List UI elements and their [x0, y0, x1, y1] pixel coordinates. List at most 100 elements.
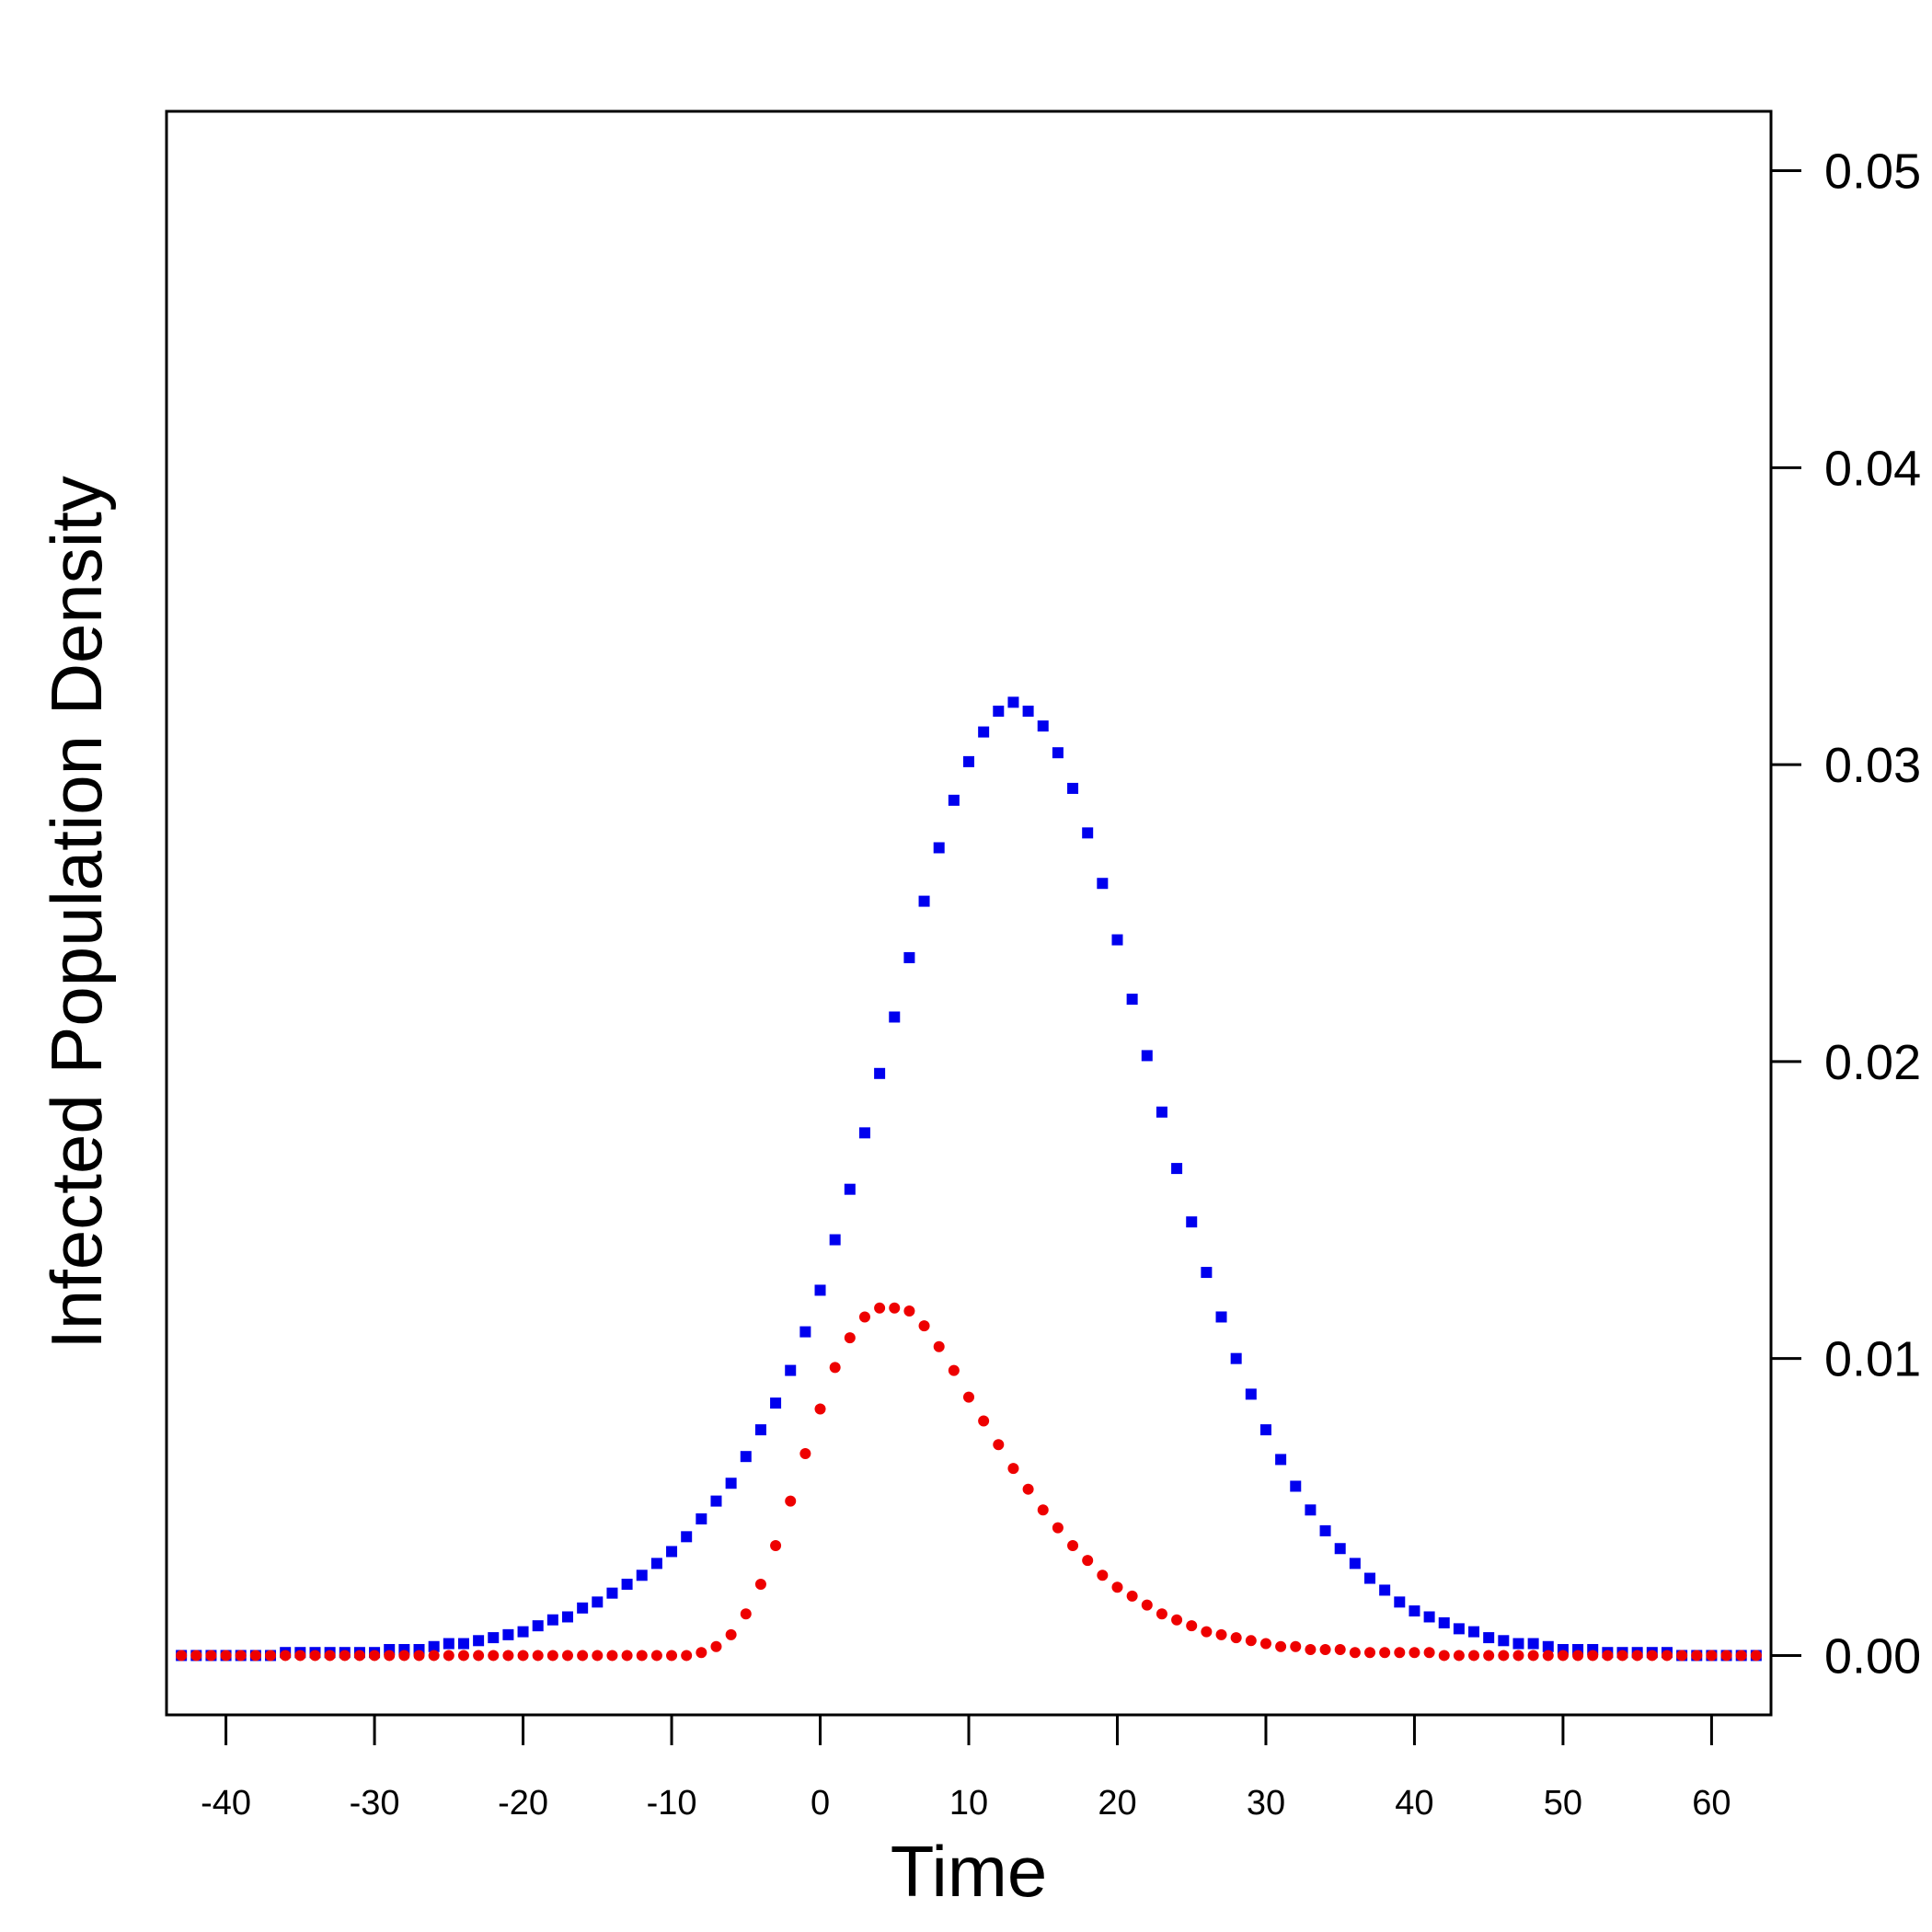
- data-point: [903, 1305, 915, 1317]
- data-point: [799, 1447, 811, 1459]
- data-point: [1022, 706, 1034, 718]
- data-point: [933, 842, 945, 854]
- data-point: [1319, 1643, 1331, 1655]
- data-point: [443, 1650, 454, 1662]
- data-point: [577, 1602, 589, 1614]
- x-tick-label: 40: [1395, 1784, 1433, 1823]
- data-point: [1082, 827, 1094, 839]
- data-point: [1334, 1543, 1346, 1555]
- data-point: [636, 1570, 648, 1581]
- data-point: [710, 1495, 722, 1507]
- data-point: [1631, 1650, 1643, 1662]
- data-point: [858, 1127, 870, 1139]
- x-tick-label: 30: [1247, 1784, 1285, 1823]
- data-point: [1052, 1522, 1064, 1534]
- data-point: [398, 1650, 410, 1662]
- data-point: [1334, 1643, 1346, 1655]
- data-point: [592, 1650, 604, 1662]
- data-point: [1453, 1623, 1465, 1635]
- x-tick-label: 10: [949, 1784, 988, 1823]
- data-point: [1275, 1454, 1287, 1466]
- data-point: [443, 1638, 454, 1650]
- data-point: [1156, 1106, 1167, 1118]
- data-point: [1572, 1650, 1584, 1662]
- data-point: [948, 1364, 960, 1376]
- data-point: [725, 1478, 737, 1489]
- data-point: [546, 1614, 558, 1626]
- data-point: [1676, 1650, 1688, 1662]
- data-point: [666, 1546, 678, 1558]
- data-point: [1201, 1267, 1213, 1279]
- data-point: [1498, 1650, 1510, 1662]
- data-point: [636, 1650, 648, 1662]
- data-point: [829, 1362, 841, 1374]
- data-point: [457, 1650, 469, 1662]
- data-point: [1349, 1558, 1361, 1570]
- data-point: [428, 1650, 440, 1662]
- y-tick-label: 0.00: [1824, 1628, 1921, 1684]
- data-point: [176, 1650, 188, 1662]
- data-point: [844, 1332, 856, 1344]
- data-point: [502, 1650, 514, 1662]
- data-point: [1498, 1635, 1510, 1647]
- data-point: [265, 1650, 277, 1662]
- data-point: [1483, 1650, 1495, 1662]
- data-point: [280, 1650, 292, 1662]
- data-point: [725, 1628, 737, 1640]
- data-point: [1171, 1163, 1183, 1175]
- data-point: [546, 1650, 558, 1662]
- data-point: [1364, 1647, 1375, 1659]
- data-point: [933, 1340, 945, 1352]
- x-tick-label: 50: [1544, 1784, 1582, 1823]
- data-point: [696, 1512, 707, 1524]
- data-point: [1691, 1650, 1703, 1662]
- data-point: [473, 1635, 485, 1647]
- y-axis-title: Infected Population Density: [36, 476, 117, 1350]
- data-point: [488, 1632, 500, 1644]
- data-point: [1022, 1483, 1034, 1495]
- data-point: [577, 1650, 589, 1662]
- data-point: [502, 1628, 514, 1640]
- x-tick-label: 60: [1692, 1784, 1731, 1823]
- data-point: [235, 1650, 247, 1662]
- data-point: [1037, 1504, 1049, 1516]
- data-point: [785, 1495, 797, 1507]
- y-tick-label: 0.03: [1824, 738, 1921, 793]
- data-point: [1259, 1424, 1271, 1436]
- data-point: [473, 1650, 485, 1662]
- data-point: [1364, 1572, 1375, 1584]
- data-point: [1082, 1555, 1094, 1567]
- data-point: [532, 1620, 544, 1632]
- data-point: [1215, 1311, 1227, 1323]
- data-point: [978, 1415, 990, 1427]
- data-point: [1156, 1608, 1167, 1620]
- data-point: [517, 1650, 529, 1662]
- data-point: [770, 1397, 782, 1409]
- data-point: [1171, 1614, 1183, 1626]
- data-point: [918, 895, 930, 907]
- data-point: [532, 1650, 544, 1662]
- data-point: [606, 1650, 618, 1662]
- data-point: [1438, 1650, 1450, 1662]
- data-point: [1394, 1647, 1406, 1659]
- data-point: [1275, 1640, 1287, 1652]
- data-point: [770, 1540, 782, 1552]
- data-point: [324, 1650, 336, 1662]
- y-axis: 0.00 0.01 0.02 0.03 0.04 0.05: [1771, 144, 1921, 1684]
- data-point: [1468, 1626, 1480, 1638]
- data-point: [1527, 1638, 1539, 1650]
- data-point: [1468, 1650, 1480, 1662]
- data-point: [785, 1364, 797, 1376]
- data-point: [993, 1439, 1005, 1451]
- data-point: [1379, 1584, 1391, 1596]
- data-point: [1527, 1650, 1539, 1662]
- series-layer: [176, 696, 1762, 1662]
- data-point: [814, 1403, 826, 1415]
- data-point: [1349, 1647, 1361, 1659]
- data-point: [740, 1608, 752, 1620]
- data-point: [1646, 1650, 1658, 1662]
- y-tick-label: 0.02: [1824, 1035, 1921, 1090]
- data-point: [1379, 1647, 1391, 1659]
- data-point: [1453, 1650, 1465, 1662]
- data-point: [1141, 1599, 1153, 1611]
